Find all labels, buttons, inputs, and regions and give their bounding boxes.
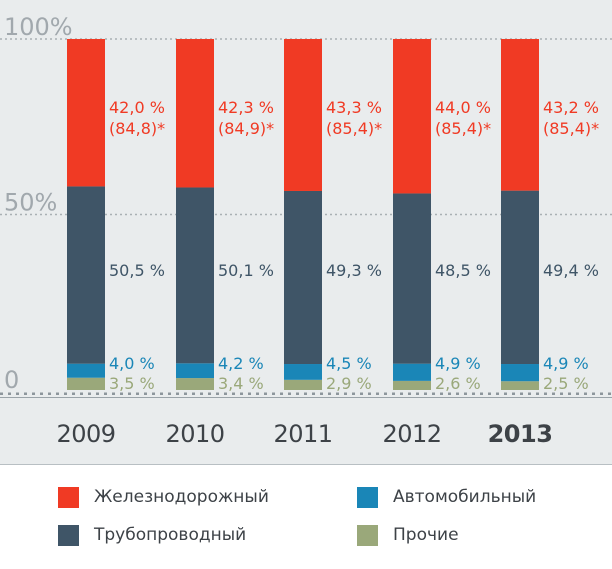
y-tick-label-2: 0 [4,366,19,394]
bar-segment-2012-0 [393,380,431,390]
bar-segment-2012-1 [393,363,431,381]
data-label-other-2013: 2,5 % [543,374,589,393]
x-tick-label-2012: 2012 [382,420,442,448]
data-label-other-2011: 2,9 % [326,374,372,393]
bar-segment-2013-0 [501,381,539,390]
legend-label: Прочие [393,525,459,545]
bar-segment-2011-2 [284,190,322,365]
bar-segment-2011-0 [284,379,322,390]
bar-segment-2009-0 [67,377,105,390]
bar-segment-2013-2 [501,190,539,365]
bar-segment-2013-1 [501,364,539,382]
data-label-rail-sub-2012: (85,4)* [435,119,491,138]
legend-swatch [357,487,378,508]
data-label-pipeline-2011: 49,3 % [326,261,382,280]
legend-label: Железнодорожный [94,487,269,507]
data-label-rail-2012: 44,0 % [435,98,491,117]
data-label-rail-sub-2013: (85,4)* [543,119,599,138]
data-label-road-2012: 4,9 % [435,354,481,373]
data-label-rail-2013: 43,2 % [543,98,599,117]
data-label-pipeline-2013: 49,4 % [543,261,599,280]
data-label-other-2009: 3,5 % [109,374,155,393]
bar-segment-2009-1 [67,363,105,378]
data-label-rail-sub-2011: (85,4)* [326,119,382,138]
bar-segment-2010-2 [176,187,214,364]
bar-segment-2011-1 [284,364,322,380]
x-tick-label-2011: 2011 [273,420,333,448]
data-label-pipeline-2012: 48,5 % [435,261,491,280]
data-label-rail-sub-2010: (84,9)* [218,119,274,138]
bar-segment-2009-3 [67,39,105,187]
x-tick-label-2010: 2010 [165,420,225,448]
legend-swatch [357,525,378,546]
legend-label: Автомобильный [393,487,537,507]
legend-swatch [58,487,79,508]
y-tick-label-0: 100% [4,13,73,41]
bar-segment-2013-3 [501,39,539,191]
data-label-rail-2009: 42,0 % [109,98,165,117]
bar-segment-2009-2 [67,186,105,364]
data-label-road-2010: 4,2 % [218,354,264,373]
bar-segment-2012-2 [393,193,431,364]
data-label-other-2012: 2,6 % [435,374,481,393]
data-label-road-2009: 4,0 % [109,354,155,373]
data-label-pipeline-2009: 50,5 % [109,261,165,280]
data-label-other-2010: 3,4 % [218,374,264,393]
data-label-pipeline-2010: 50,1 % [218,261,274,280]
data-label-road-2013: 4,9 % [543,354,589,373]
bar-segment-2010-3 [176,39,214,188]
data-label-rail-sub-2009: (84,8)* [109,119,165,138]
bar-segment-2012-3 [393,39,431,194]
x-axis-band: 2009 2010 2011 2012 2013 [0,397,612,464]
x-tick-label-2013: 2013 [487,420,553,448]
bar-segment-2010-0 [176,378,214,390]
x-tick-label-2009: 2009 [56,420,116,448]
bar-segment-2010-1 [176,363,214,379]
bar-segment-2011-3 [284,39,322,191]
data-label-road-2011: 4,5 % [326,354,372,373]
data-label-rail-2011: 43,3 % [326,98,382,117]
plot-area: 100% 50% 0 3,5 %4,0 % 50,5 % 42,0 % (84,8)* 3,4… [0,13,612,395]
y-tick-label-1: 50% [4,189,57,217]
data-label-rail-2010: 42,3 % [218,98,274,117]
legend-swatch [58,525,79,546]
legend: Железнодорожный Автомобильный Трубопроводн… [0,464,612,569]
legend-label: Трубопроводный [94,525,247,545]
